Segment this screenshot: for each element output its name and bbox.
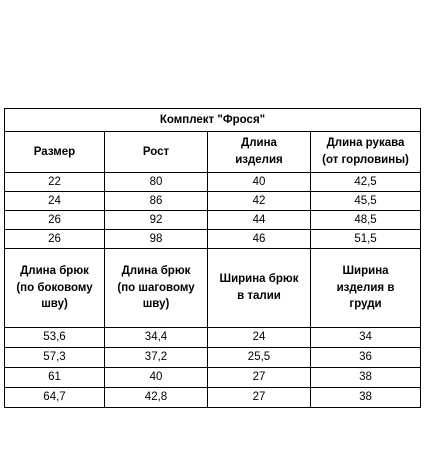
header-cell: Ширина изделия в груди (309, 248, 422, 328)
table-title: Комплект "Фрося" (3, 108, 422, 132)
data-cell: 34 (309, 327, 422, 348)
data-cell: 86 (104, 191, 208, 211)
data-cell: 45,5 (309, 191, 422, 211)
header-cell: Длина брюк (по шаговому шву) (104, 248, 208, 328)
size-table: Комплект "Фрося" Размер Рост Длина изделия… (3, 108, 422, 408)
data-cell: 25,5 (207, 347, 311, 368)
header-cell: Размер (4, 131, 105, 173)
data-row: 24 86 42 45,5 (4, 191, 422, 211)
header-cell: Ширина брюк в талии (207, 248, 311, 328)
data-cell: 36 (309, 347, 422, 368)
data-cell: 98 (104, 229, 208, 249)
header-row: Длина брюк (по боковому шву) Длина брюк (… (4, 248, 422, 328)
data-cell: 26 (4, 210, 105, 230)
data-cell: 26 (4, 229, 105, 249)
data-row: 64,7 42,8 27 38 (4, 387, 422, 408)
data-cell: 37,2 (104, 347, 208, 368)
data-cell: 24 (207, 327, 311, 348)
data-cell: 42,5 (309, 172, 422, 192)
data-row: 57,3 37,2 25,5 36 (4, 347, 422, 368)
data-cell: 34,4 (104, 327, 208, 348)
data-cell: 40 (104, 367, 208, 388)
data-cell: 22 (4, 172, 105, 192)
data-cell: 64,7 (4, 387, 105, 408)
data-row: 61 40 27 38 (4, 367, 422, 388)
data-row: 22 80 40 42,5 (4, 172, 422, 192)
data-cell: 24 (4, 191, 105, 211)
data-cell: 46 (207, 229, 311, 249)
data-cell: 38 (309, 367, 422, 388)
data-row: 26 92 44 48,5 (4, 210, 422, 230)
header-row: Размер Рост Длина изделия Длина рукава (от … (4, 131, 422, 173)
data-cell: 40 (207, 172, 311, 192)
data-row: 53,6 34,4 24 34 (4, 327, 422, 348)
data-cell: 57,3 (4, 347, 105, 368)
header-cell: Длина брюк (по боковому шву) (4, 248, 105, 328)
data-cell: 42 (207, 191, 311, 211)
title-row: Комплект "Фрося" (3, 108, 422, 132)
data-row: 26 98 46 51,5 (4, 229, 422, 249)
data-cell: 38 (309, 387, 422, 408)
data-cell: 44 (207, 210, 311, 230)
data-cell: 92 (104, 210, 208, 230)
data-cell: 27 (207, 387, 311, 408)
data-cell: 42,8 (104, 387, 208, 408)
data-cell: 61 (4, 367, 105, 388)
header-cell: Длина изделия (207, 131, 311, 173)
data-cell: 51,5 (309, 229, 422, 249)
data-cell: 48,5 (309, 210, 422, 230)
header-cell: Рост (104, 131, 208, 173)
data-cell: 27 (207, 367, 311, 388)
header-cell: Длина рукава (от горловины) (309, 131, 422, 173)
data-cell: 80 (104, 172, 208, 192)
data-cell: 53,6 (4, 327, 105, 348)
